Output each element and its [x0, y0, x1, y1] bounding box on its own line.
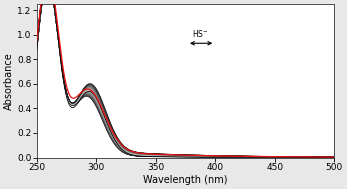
Y-axis label: Absorbance: Absorbance — [4, 52, 14, 110]
Text: HS$^{-}$: HS$^{-}$ — [192, 28, 209, 39]
X-axis label: Wavelength (nm): Wavelength (nm) — [143, 175, 228, 185]
